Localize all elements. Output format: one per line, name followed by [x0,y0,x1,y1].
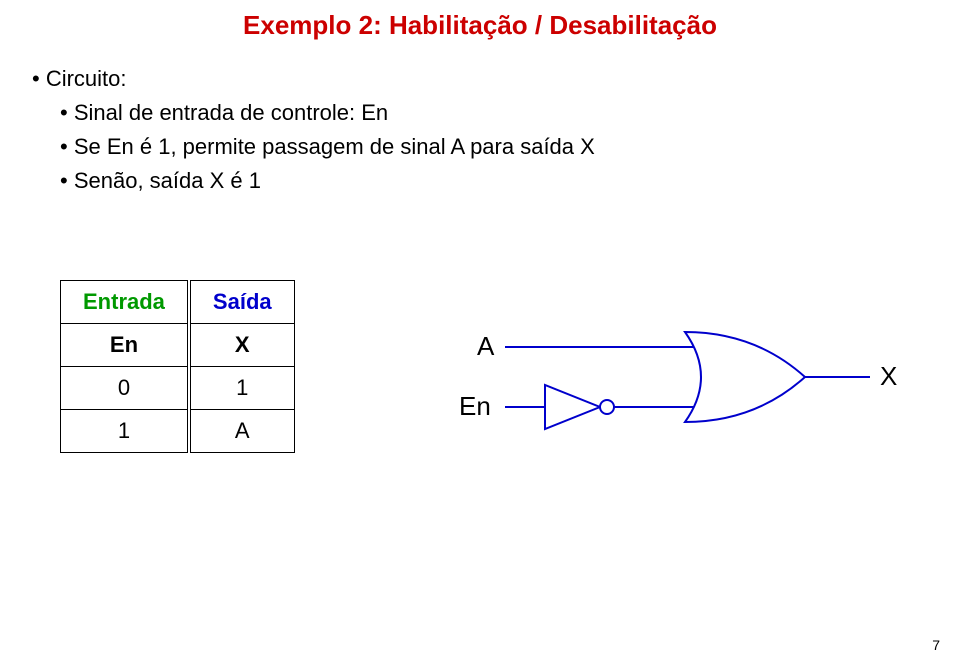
svg-text:X: X [880,361,897,391]
cell-en-1: 1 [61,410,189,453]
bullet-sub1: Sinal de entrada de controle: En [60,100,595,126]
page-title: Exemplo 2: Habilitação / Desabilitação [0,10,960,41]
table-row: Entrada Saída [61,281,295,324]
circuit-svg: A En X [415,292,915,492]
svg-text:A: A [477,331,495,361]
bullet-circuito: Circuito: [32,66,595,92]
col-x: X [189,324,294,367]
table-row: 0 1 [61,367,295,410]
table-row: 1 A [61,410,295,453]
bullet-sub2: Se En é 1, permite passagem de sinal A p… [60,134,595,160]
cell-x-0: 1 [189,367,294,410]
circuit-diagram: A En X [415,292,915,497]
cell-en-0: 0 [61,367,189,410]
main-area: Entrada Saída En X 0 1 1 A AEnX [60,280,915,497]
header-entrada: Entrada [61,281,189,324]
svg-text:En: En [459,391,491,421]
page-number: 7 [932,637,940,653]
cell-x-1: A [189,410,294,453]
bullet-sub3: Senão, saída X é 1 [60,168,595,194]
truth-table: Entrada Saída En X 0 1 1 A [60,280,295,453]
col-en: En [61,324,189,367]
bullet-list: Circuito: Sinal de entrada de controle: … [32,58,595,202]
table-row: En X [61,324,295,367]
header-saida: Saída [189,281,294,324]
